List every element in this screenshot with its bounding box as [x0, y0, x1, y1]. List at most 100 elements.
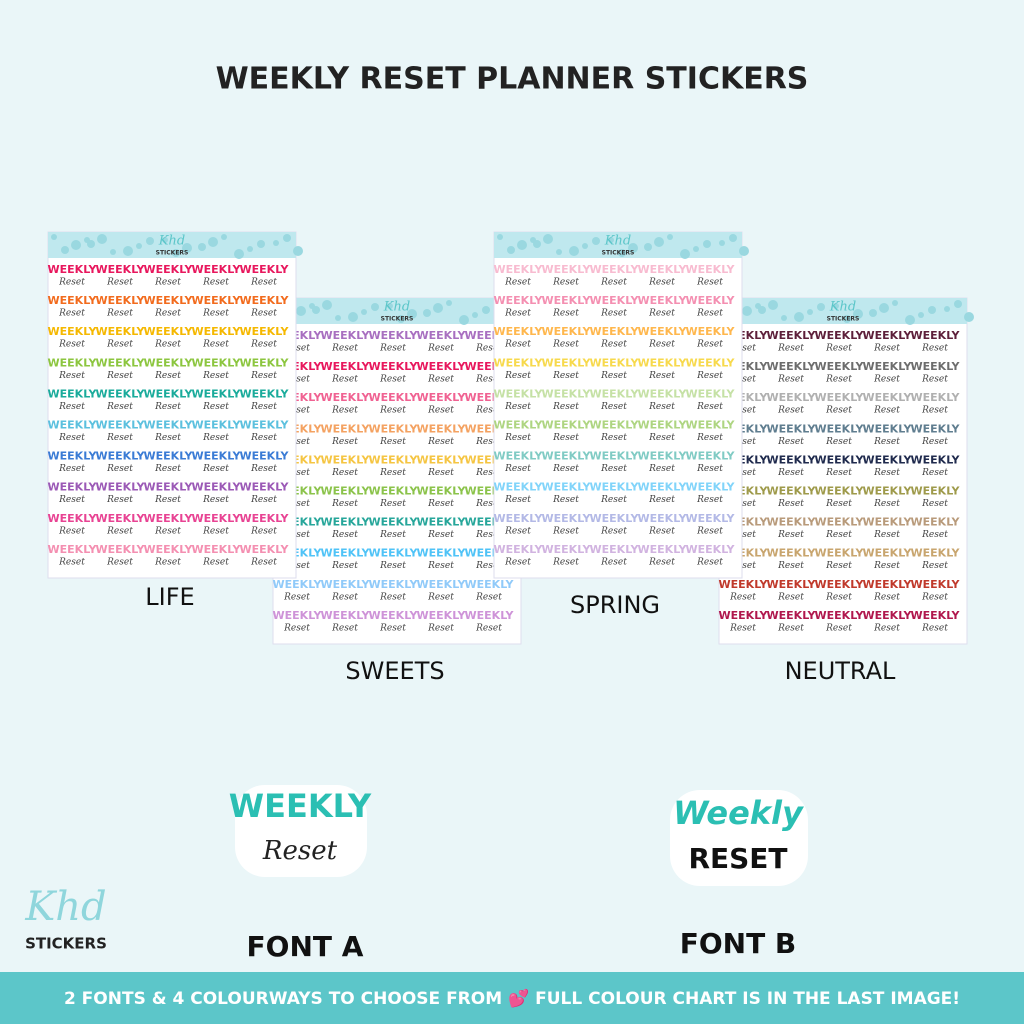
header-dot — [928, 306, 936, 314]
sticker-outline — [235, 785, 367, 877]
sticker-bottom: Reset — [729, 375, 756, 385]
header-dot — [543, 234, 553, 244]
sticker-bottom: Reset — [331, 468, 358, 478]
sticker-top: WEEKLY — [767, 422, 817, 435]
sticker-top: WEEKLY — [417, 391, 467, 404]
sticker-bottom: Reset — [475, 437, 502, 447]
sheet-logo-sub: STICKERS — [602, 250, 635, 257]
sticker-top: WEEKLY — [815, 453, 865, 466]
sticker-bottom: Reset — [921, 437, 948, 447]
sticker-top: WEEKLY — [321, 360, 371, 373]
header-dot — [208, 237, 218, 247]
sticker-bottom: Reset — [696, 557, 723, 567]
sticker-bottom: Reset — [427, 437, 454, 447]
sticker-bottom: Reset — [106, 278, 133, 288]
sticker-bottom: Reset — [777, 561, 804, 571]
sticker-top: WEEKLY — [369, 391, 419, 404]
sticker-bottom: Reset — [648, 526, 675, 536]
header-dot — [739, 246, 749, 256]
sticker-top: WEEKLY — [638, 543, 688, 556]
sticker-top: WEEKLY — [590, 419, 640, 432]
sticker-bottom: Reset — [729, 592, 756, 602]
sticker-bottom: Reset — [825, 499, 852, 509]
sticker-bottom: Reset — [921, 499, 948, 509]
header-dot — [198, 243, 206, 251]
sticker-bottom: Reset — [250, 495, 277, 505]
sticker-bottom: Reset — [777, 468, 804, 478]
sticker-top: WEEKLY — [638, 481, 688, 494]
sticker-bottom: Reset — [331, 592, 358, 602]
sticker-top: WEEKLY — [719, 578, 769, 591]
sticker-top: WEEKLY — [494, 387, 544, 400]
sticker-bottom: Reset — [600, 464, 627, 474]
sheet-logo: Khd — [383, 300, 410, 315]
sticker-top: WEEKLY — [911, 391, 961, 404]
sticker-top: WEEKLY — [321, 485, 371, 498]
sticker-top: WEEKLY — [192, 356, 242, 369]
sticker-bottom: Reset — [873, 561, 900, 571]
header-dot — [61, 246, 69, 254]
sticker-top: WEEKLY — [144, 450, 194, 463]
title: WEEKLY RESET PLANNER STICKERS — [216, 62, 809, 97]
sticker-top: WEEKLY — [417, 578, 467, 591]
sticker-bottom: Reset — [921, 468, 948, 478]
sticker-bottom: Reset — [283, 592, 310, 602]
sticker-top: WEEKLY — [321, 329, 371, 342]
sticker-bottom: Reset — [283, 499, 310, 509]
sticker-sheet: KhdSTICKERSWEEKLYResetWEEKLYResetWEEKLYR… — [493, 231, 749, 579]
sticker-bottom: Reset — [600, 402, 627, 412]
header-dot — [954, 300, 962, 308]
sticker-top: WEEKLY — [465, 609, 515, 622]
sticker-bottom: Reset — [825, 530, 852, 540]
brand-logo: Khd STICKERS — [24, 884, 107, 953]
sticker-top: WEEKLY — [686, 419, 736, 432]
sticker-top: WEEKLY — [590, 450, 640, 463]
sticker-top: WEEKLY — [48, 450, 98, 463]
sticker-bottom: Reset — [648, 495, 675, 505]
font-label: FONT B — [680, 927, 797, 960]
sticker-top: WEEKLY — [192, 325, 242, 338]
sticker-top: WEEKLY — [417, 609, 467, 622]
sticker-top: WEEKLY — [240, 450, 290, 463]
sticker-bottom: Reset — [331, 530, 358, 540]
sticker-top: WEEKLY — [863, 578, 913, 591]
sticker-bottom: Reset — [600, 495, 627, 505]
sticker-bottom: Reset — [379, 406, 406, 416]
sticker-bottom: Reset — [106, 557, 133, 567]
sticker-bottom: Reset — [921, 530, 948, 540]
sticker-bottom: Reset — [696, 278, 723, 288]
sticker-top: WEEKLY — [96, 294, 146, 307]
sticker-sheet: KhdSTICKERSWEEKLYResetWEEKLYResetWEEKLYR… — [272, 297, 528, 645]
sticker-bottom: Reset — [58, 309, 85, 319]
sticker-bottom: Reset — [825, 561, 852, 571]
sticker-top: WEEKLY — [863, 453, 913, 466]
sticker-top: WEEKLY — [417, 516, 467, 529]
sticker-bottom: Reset — [921, 592, 948, 602]
sticker-outline — [670, 790, 808, 886]
sticker-bottom: Reset — [202, 495, 229, 505]
sticker-bottom: Reset — [379, 344, 406, 354]
header-dot — [234, 249, 244, 259]
sticker-top: WEEKLY — [240, 543, 290, 556]
sticker-top: WEEKLY — [369, 485, 419, 498]
sticker-top: WEEKLY — [590, 387, 640, 400]
sticker-bottom: Reset — [696, 464, 723, 474]
sticker-top: WEEKLY — [494, 294, 544, 307]
sticker-bottom: Reset — [504, 278, 531, 288]
sticker-top: WEEKLY — [542, 481, 592, 494]
sticker-top: WEEKLY — [321, 578, 371, 591]
sheet-paper — [718, 297, 968, 645]
sticker-bottom: Reset — [873, 406, 900, 416]
sticker-top: WEEKLY — [48, 263, 98, 276]
sticker-bottom: Reset — [106, 495, 133, 505]
sticker-top: WEEKLY — [96, 450, 146, 463]
sticker-bottom: Reset — [873, 499, 900, 509]
sticker-top: WEEKLY — [638, 387, 688, 400]
header-dot — [667, 234, 673, 240]
sticker-top: WEEKLY — [144, 387, 194, 400]
sticker-top: WEEKLY — [192, 419, 242, 432]
sticker-bottom: Reset — [600, 278, 627, 288]
sticker-bottom: Reset — [106, 340, 133, 350]
header-dot — [136, 243, 142, 249]
sticker-bottom: Reset — [154, 371, 181, 381]
